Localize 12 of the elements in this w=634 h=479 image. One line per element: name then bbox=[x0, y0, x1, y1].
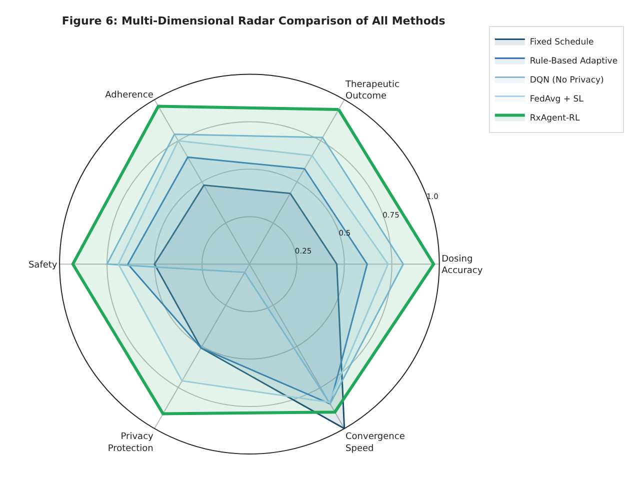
spoke-label: Adherence bbox=[105, 90, 154, 101]
legend-label: Fixed Schedule bbox=[530, 38, 594, 48]
chart-title: Figure 6: Multi-Dimensional Radar Comparison of All Methods bbox=[62, 14, 446, 28]
spoke-label: Therapeutic Outcome bbox=[344, 80, 400, 102]
spoke-label: Privacy Protection bbox=[108, 432, 154, 454]
legend-label: FedAvg + SL bbox=[530, 94, 584, 105]
spoke-label: Dosing Accuracy bbox=[442, 254, 484, 276]
spoke-label: Safety bbox=[28, 260, 58, 270]
spoke-label: Convergence Speed bbox=[346, 432, 406, 454]
legend-label: DQN (No Privacy) bbox=[530, 76, 604, 86]
legend-label: RxAgent-RL bbox=[530, 114, 580, 124]
legend-label: Rule-Based Adaptive bbox=[530, 56, 618, 67]
